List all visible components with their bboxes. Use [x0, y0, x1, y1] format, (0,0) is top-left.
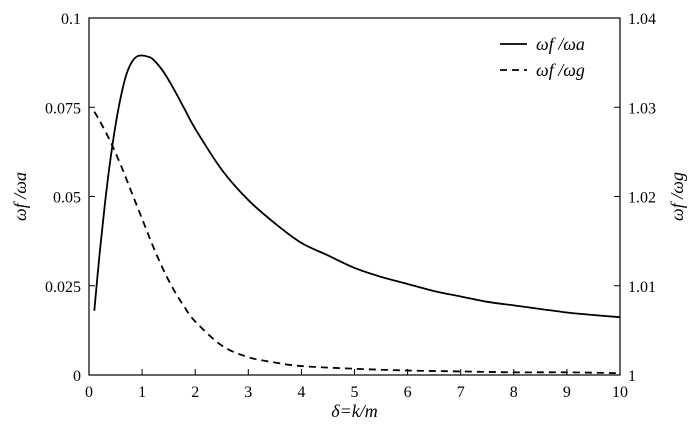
series-line-omega-a — [93, 54, 621, 319]
x-tick-label: 8 — [510, 384, 518, 401]
legend: ωf /ωa ωf /ωg — [500, 34, 585, 80]
y-left-tick-label: 0.05 — [53, 190, 81, 207]
x-tick-label: 0 — [85, 384, 93, 401]
x-tick-label: 10 — [612, 384, 628, 401]
x-tick-label: 6 — [404, 384, 412, 401]
y-right-tick-label: 1.04 — [628, 11, 656, 28]
y-left-tick-label: 0 — [73, 368, 81, 385]
y-right-tick-label: 1.02 — [628, 190, 656, 207]
y-right-tick-label: 1.03 — [628, 100, 656, 117]
axis-layer: 0 1 2 3 4 5 6 7 8 9 10 0 0.025 0.05 0.075 0.1 1 1.01 1.02 1… — [10, 11, 687, 421]
y-right-tick-label: 1.01 — [628, 279, 656, 296]
x-tick-label: 9 — [563, 384, 571, 401]
y-left-axis-label: ωf /ωa — [10, 172, 30, 221]
x-tick-label: 3 — [244, 384, 252, 401]
series-line-omega-g — [93, 111, 621, 375]
x-tick-label: 2 — [191, 384, 199, 401]
series-layer — [93, 54, 621, 375]
x-tick-label: 5 — [351, 384, 359, 401]
legend-label: ωf /ωg — [536, 60, 585, 80]
x-tick-label: 7 — [457, 384, 465, 401]
y-right-tick-label: 1 — [628, 368, 636, 385]
y-right-axis-label: ωf /ωg — [667, 172, 687, 221]
y-left-tick-label: 0.075 — [45, 100, 81, 117]
x-axis-label: δ=k/m — [331, 401, 378, 421]
x-tick-label: 1 — [138, 384, 146, 401]
legend-label: ωf /ωa — [536, 34, 585, 54]
y-left-tick-label: 0.1 — [61, 11, 81, 28]
y-left-tick-label: 0.025 — [45, 279, 81, 296]
x-tick-label: 4 — [297, 384, 305, 401]
